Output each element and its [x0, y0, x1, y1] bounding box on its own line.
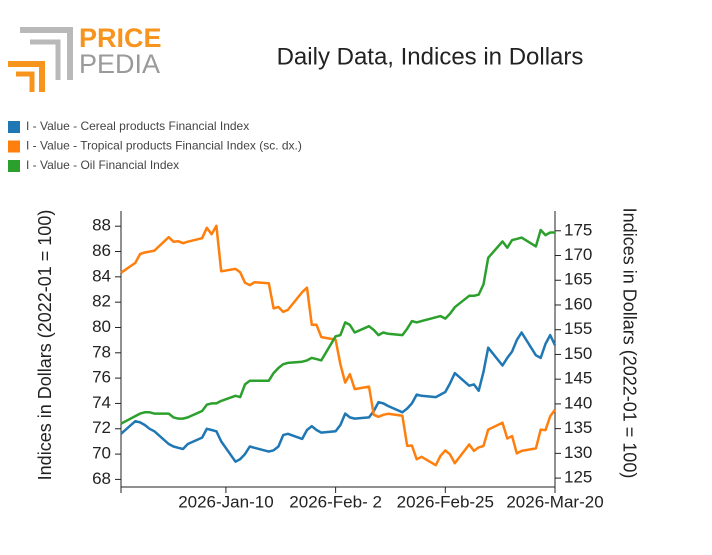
- y-axis-title: Indices in Dollars (2022-01 = 100): [35, 210, 55, 481]
- y2-tick-label: 170: [564, 245, 592, 264]
- y-tick-label: 88: [92, 216, 111, 235]
- x-tick-label: 2026-Feb- 2: [289, 492, 382, 511]
- legend-swatch: [8, 160, 20, 172]
- y-tick-label: 76: [92, 368, 111, 387]
- y-tick-label: 82: [92, 292, 111, 311]
- logo-text: PEDIA: [79, 49, 160, 79]
- y2-tick-label: 165: [564, 270, 592, 289]
- legend-label: I - Value - Cereal products Financial In…: [26, 119, 249, 133]
- y2-axis-title: Indices in Dollars (2022-01 = 100): [619, 208, 639, 479]
- legend-label: I - Value - Tropical products Financial …: [26, 139, 302, 153]
- y2-tick-label: 155: [564, 319, 592, 338]
- series-line: [120, 224, 557, 467]
- y-tick-label: 74: [92, 393, 111, 412]
- y2-tick-label: 135: [564, 418, 592, 437]
- legend-label: I - Value - Oil Financial Index: [26, 158, 179, 172]
- series-line: [120, 228, 555, 425]
- x-tick-label: 2026-Jan-10: [178, 492, 273, 511]
- y-tick-label: 72: [92, 418, 111, 437]
- y2-tick-label: 145: [564, 369, 592, 388]
- y2-tick-label: 160: [564, 294, 592, 313]
- y-tick-label: 78: [92, 342, 111, 361]
- x-tick-label: 2026-Feb-25: [397, 492, 494, 511]
- logo-icon: [8, 27, 73, 92]
- logo-text: PRICE: [79, 23, 162, 53]
- y2-tick-label: 130: [564, 443, 592, 462]
- x-tick-label: 2026-Mar-20: [506, 492, 603, 511]
- y2-tick-label: 140: [564, 393, 592, 412]
- y-tick-label: 86: [92, 241, 111, 260]
- y-tick-label: 84: [92, 266, 111, 285]
- y2-tick-label: 125: [564, 468, 592, 487]
- y2-tick-label: 175: [564, 220, 592, 239]
- y-tick-label: 68: [92, 469, 111, 488]
- legend-swatch: [8, 121, 20, 133]
- y-tick-label: 70: [92, 444, 111, 463]
- y2-tick-label: 150: [564, 344, 592, 363]
- series-line: [120, 331, 557, 463]
- chart-title: Daily Data, Indices in Dollars: [277, 43, 584, 70]
- legend-swatch: [8, 140, 20, 153]
- y-tick-label: 80: [92, 317, 111, 336]
